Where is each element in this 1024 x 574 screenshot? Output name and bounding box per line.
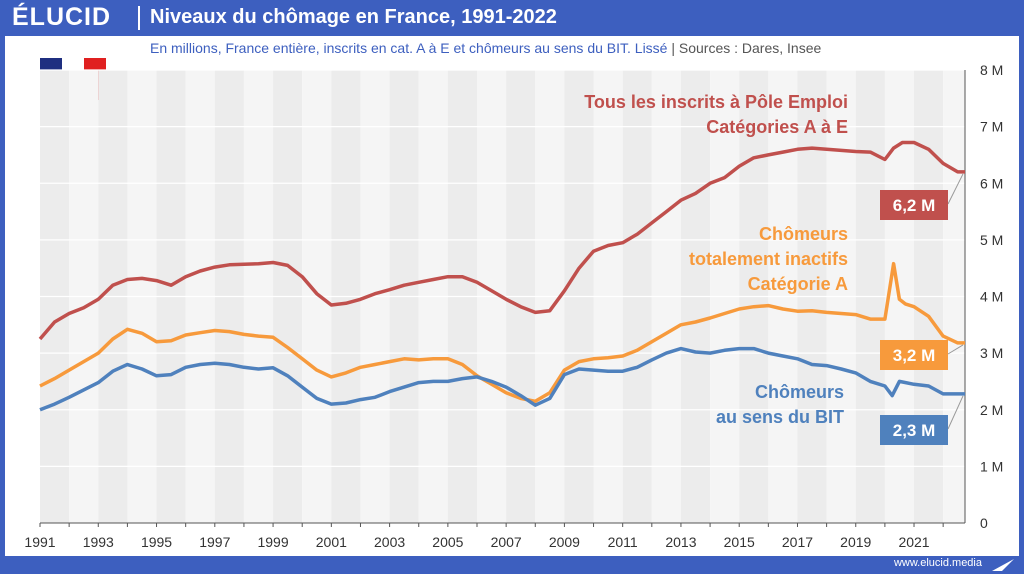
- line-chart: 0 1 M 2 M 3 M 4 M 5 M 6 M 7 M 8 M 1991 1993 1995 199…: [24, 62, 1003, 550]
- series-label: Tous les inscrits à Pôle Emploi: [584, 92, 848, 112]
- y-tick-label: 7 M: [980, 119, 1003, 135]
- x-tick-label: 2001: [316, 534, 347, 550]
- x-tick-label: 1995: [141, 534, 172, 550]
- x-tick-label: 1991: [24, 534, 55, 550]
- end-value-label: 3,2 M: [893, 346, 936, 365]
- brand-logo: ÉLUCID: [12, 3, 112, 31]
- x-tick-label: 2019: [840, 534, 871, 550]
- value-connector: [947, 344, 964, 355]
- series-label: Catégorie A: [748, 274, 848, 294]
- series-line: [39, 346, 965, 412]
- x-tick-label: 2003: [374, 534, 405, 550]
- x-tick-label: 2005: [432, 534, 463, 550]
- end-value-box: [880, 340, 948, 370]
- y-tick-label: 3 M: [980, 345, 1003, 361]
- chart-title: Niveaux du chômage en France, 1991-2022: [150, 6, 557, 28]
- x-tick-label: 2011: [608, 534, 638, 550]
- series-line: [38, 140, 965, 341]
- x-tick-label: 2021: [898, 534, 929, 550]
- sources-text: | Sources : Dares, Insee: [671, 40, 822, 56]
- series-label: Chômeurs: [755, 382, 844, 402]
- x-tick-label: 1997: [199, 534, 230, 550]
- x-tick-label: 2017: [782, 534, 813, 550]
- x-tick-label: 2009: [549, 534, 580, 550]
- series-label: Catégories A à E: [706, 117, 848, 137]
- brand-arrow-icon: [992, 559, 1014, 571]
- series-label: au sens du BIT: [716, 407, 844, 427]
- x-tick-label: 2007: [491, 534, 522, 550]
- end-value-label: 2,3 M: [893, 421, 936, 440]
- y-tick-label: 0: [980, 515, 988, 531]
- value-connector: [947, 173, 964, 205]
- series-line: [39, 261, 965, 404]
- footer-bar: www.elucid.media: [0, 556, 1024, 574]
- x-tick-label: 1993: [83, 534, 114, 550]
- end-value-label: 6,2 M: [893, 196, 936, 215]
- series-label: Chômeurs: [759, 224, 848, 244]
- y-tick-label: 8 M: [980, 62, 1003, 78]
- value-connector: [947, 395, 964, 430]
- y-tick-label: 1 M: [980, 458, 1003, 474]
- chart-subtitle: En millions, France entière, inscrits en…: [150, 40, 821, 56]
- x-tick-label: 1999: [257, 534, 288, 550]
- y-tick-label: 5 M: [980, 232, 1003, 248]
- x-tick-label: 2015: [724, 534, 755, 550]
- x-tick-label: 2013: [665, 534, 696, 550]
- y-tick-label: 6 M: [980, 175, 1003, 191]
- y-tick-label: 2 M: [980, 402, 1003, 418]
- logo-divider: [138, 6, 140, 30]
- header-bar: ÉLUCID Niveaux du chômage en France, 199…: [0, 0, 1024, 36]
- y-tick-label: 4 M: [980, 289, 1003, 305]
- subtitle-text: En millions, France entière, inscrits en…: [150, 40, 668, 56]
- end-value-box: [880, 190, 948, 220]
- series-label: totalement inactifs: [689, 249, 848, 269]
- end-value-box: [880, 415, 948, 445]
- footer-url[interactable]: www.elucid.media: [893, 557, 982, 569]
